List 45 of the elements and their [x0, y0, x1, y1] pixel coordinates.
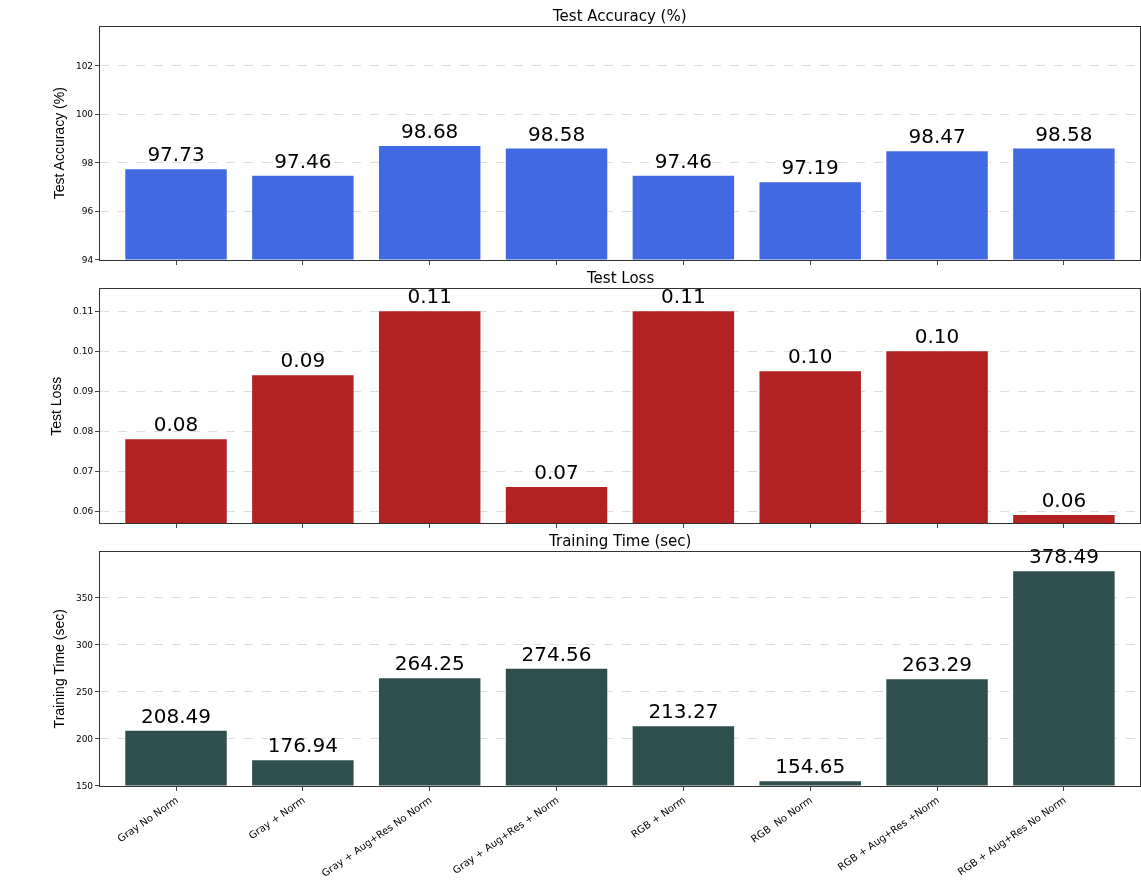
data-label: 97.46	[274, 148, 332, 173]
y-tick-label: 0.11	[73, 306, 94, 317]
chart-title: Test Loss	[586, 269, 655, 287]
y-tick-label: 102	[75, 60, 94, 71]
y-tick-label: 98	[81, 157, 94, 168]
data-label: 176.94	[267, 733, 338, 758]
data-label: 213.27	[648, 699, 719, 724]
y-tick-label: 0.10	[73, 346, 94, 357]
chart-title: Test Accuracy (%)	[552, 7, 687, 25]
y-tick-label: 0.06	[73, 506, 94, 517]
data-label: 98.47	[908, 124, 966, 149]
data-label: 0.07	[534, 460, 579, 485]
y-tick-label: 0.09	[73, 386, 94, 397]
y-tick-label: 94	[81, 254, 94, 265]
data-label: 263.29	[902, 652, 973, 677]
y-tick-label: 0.08	[73, 426, 94, 437]
data-label: 98.58	[527, 121, 586, 146]
data-label: 0.06	[1041, 488, 1087, 513]
y-tick-label: 100	[75, 109, 94, 120]
chart-title: Training Time (sec)	[548, 532, 692, 550]
y-tick-label: 200	[75, 733, 94, 744]
y-axis-title: Test Accuracy (%)	[50, 87, 67, 200]
data-label: 274.56	[521, 641, 592, 666]
data-label: 98.68	[401, 119, 459, 144]
y-axis-title: Test Loss	[47, 376, 64, 436]
y-tick-label: 0.07	[73, 466, 94, 477]
data-label: 208.49	[141, 703, 212, 728]
data-label: 0.10	[787, 344, 833, 369]
data-label: 154.65	[775, 754, 846, 779]
y-tick-label: 150	[75, 780, 94, 791]
y-tick-label: 250	[75, 686, 94, 697]
data-label: 0.11	[407, 284, 452, 309]
data-label: 0.08	[153, 412, 199, 437]
y-tick-label: 300	[75, 639, 94, 650]
data-label: 264.25	[394, 651, 465, 676]
data-label: 0.11	[661, 284, 706, 309]
y-axis-title: Training Time (sec)	[50, 609, 67, 729]
data-label: 97.73	[147, 142, 205, 167]
data-label: 97.19	[781, 155, 839, 180]
data-label: 97.46	[654, 148, 713, 173]
data-label: 0.10	[914, 324, 960, 349]
data-label: 0.09	[280, 348, 326, 373]
y-tick-label: 350	[75, 593, 94, 604]
y-tick-label: 96	[81, 206, 94, 217]
data-label: 98.58	[1035, 121, 1093, 146]
